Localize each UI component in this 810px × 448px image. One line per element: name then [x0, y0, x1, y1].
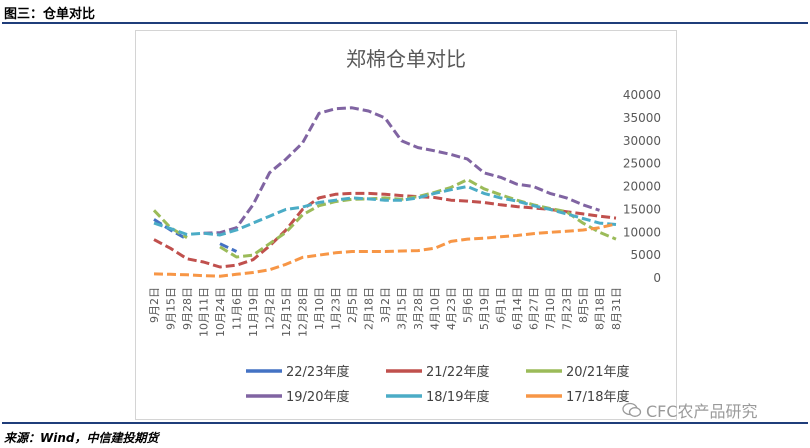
y-tick-label: 5000	[630, 248, 661, 262]
x-axis-tick-labels: 9月2日 9月15日 9月28日 10月11日 10月24日 11月6日 11月19日 12月…	[148, 287, 623, 337]
legend-label: 17/18年度	[566, 389, 629, 405]
x-tick-label: 2月18日	[363, 287, 376, 330]
legend-label: 18/19年度	[426, 389, 489, 405]
x-tick-label: 7月23日	[561, 287, 574, 330]
x-tick-label: 6月1日	[495, 287, 508, 323]
y-tick-label: 25000	[623, 157, 661, 171]
x-tick-label: 11月19日	[247, 287, 260, 337]
legend: 22/23年度 21/22年度 20/21年度 19/20年度 18/19年度 17/18…	[246, 364, 629, 405]
x-tick-label: 2月5日	[346, 287, 359, 323]
top-divider	[2, 22, 808, 24]
series-line-3	[203, 106, 600, 235]
x-tick-label: 1月23日	[330, 287, 343, 330]
x-tick-label: 5月19日	[478, 287, 491, 330]
watermark-text: CFC农产品研究	[646, 402, 758, 421]
x-tick-label: 6月14日	[511, 287, 524, 330]
x-tick-label: 10月11日	[198, 287, 211, 337]
x-tick-label: 11月6日	[231, 287, 244, 330]
y-tick-label: 40000	[623, 88, 661, 102]
x-tick-label: 8月5日	[577, 287, 590, 323]
x-tick-label: 12月28日	[297, 287, 310, 337]
x-tick-label: 3月2日	[379, 287, 392, 323]
series-line-4	[153, 185, 617, 237]
x-tick-label: 9月15日	[165, 287, 178, 330]
x-tick-label: 7月10日	[544, 287, 557, 330]
x-tick-label: 9月28日	[181, 287, 194, 330]
x-tick-label: 1月10日	[313, 287, 326, 330]
x-tick-label: 8月31日	[610, 287, 623, 330]
y-axis-tick-labels: 0 5000 10000 15000 20000 25000 30000 35000 40000	[623, 88, 661, 285]
y-tick-label: 15000	[623, 202, 661, 216]
y-tick-label: 0	[653, 271, 661, 285]
legend-label: 19/20年度	[286, 389, 349, 405]
figure-title: 图三：仓单对比	[4, 7, 96, 22]
source-note: 来源：Wind，中信建投期货	[4, 431, 159, 445]
x-tick-label: 3月28日	[412, 287, 425, 330]
x-tick-label: 5月6日	[462, 287, 475, 323]
chart-title: 郑棉仓单对比	[346, 47, 466, 71]
x-tick-label: 6月27日	[528, 287, 541, 330]
warehouse-receipt-chart: 郑棉仓单对比 0 5000 10000 15000 20000 25000 30000 350…	[148, 47, 661, 405]
x-tick-label: 10月24日	[214, 287, 227, 337]
legend-label: 22/23年度	[286, 364, 349, 380]
x-tick-label: 4月10日	[429, 287, 442, 330]
x-tick-label: 12月2日	[264, 287, 277, 330]
y-tick-label: 20000	[623, 180, 661, 194]
y-tick-label: 35000	[623, 111, 661, 125]
y-tick-label: 30000	[623, 134, 661, 148]
legend-label: 20/21年度	[566, 364, 629, 380]
x-tick-label: 9月2日	[148, 287, 161, 323]
series-line-5	[153, 222, 617, 278]
series-layer	[152, 106, 617, 278]
x-tick-label: 12月15日	[280, 287, 293, 337]
legend-label: 21/22年度	[426, 364, 489, 380]
x-tick-label: 4月23日	[445, 287, 458, 330]
x-tick-label: 3月15日	[396, 287, 409, 330]
wechat-icon	[622, 402, 642, 417]
y-tick-label: 10000	[623, 225, 661, 239]
chart-frame: 郑棉仓单对比 0 5000 10000 15000 20000 25000 30000 350…	[135, 30, 677, 420]
x-tick-label: 8月18日	[594, 287, 607, 330]
watermark: CFC农产品研究	[622, 398, 758, 422]
bottom-divider	[2, 422, 808, 424]
